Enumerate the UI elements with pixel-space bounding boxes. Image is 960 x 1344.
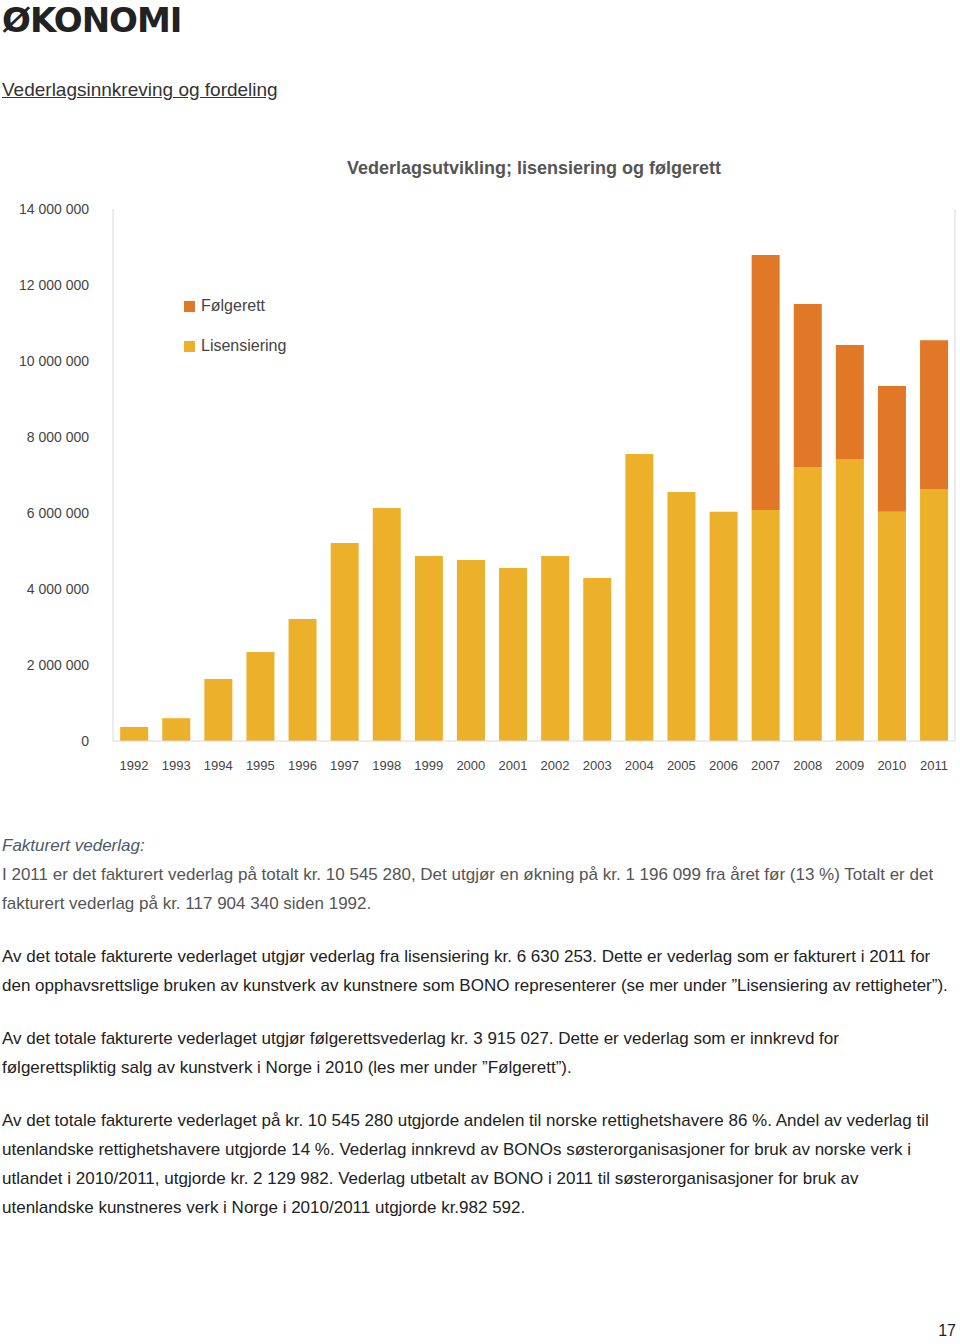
svg-text:1993: 1993 <box>162 758 191 773</box>
svg-text:1996: 1996 <box>288 758 317 773</box>
svg-text:1992: 1992 <box>120 758 149 773</box>
html-text:Lisensiering: Lisensiering <box>201 337 287 354</box>
svg-text:2002: 2002 <box>541 758 570 773</box>
html-text:Av det totale fakturerte veder: Av det totale fakturerte vederlaget på k… <box>2 1111 929 1217</box>
svg-text:2011: 2011 <box>920 758 948 773</box>
html-text:ØKONOMI: ØKONOMI <box>2 0 182 40</box>
svg-text:1997: 1997 <box>330 758 359 773</box>
svg-text:2001: 2001 <box>498 758 527 773</box>
svg-text:12 000 000: 12 000 000 <box>19 277 89 293</box>
html-text:Fakturert vederlag:: Fakturert vederlag: <box>2 836 145 855</box>
html-text:I 2011 er det fakturert vederl: I 2011 er det fakturert vederlag på tota… <box>2 865 934 913</box>
html-text:Av det totale fakturerte veder: Av det totale fakturerte vederlaget utgj… <box>2 1029 839 1077</box>
svg-text:2005: 2005 <box>667 758 696 773</box>
svg-text:1995: 1995 <box>246 758 275 773</box>
svg-text:2 000 000: 2 000 000 <box>27 657 89 673</box>
svg-text:8 000 000: 8 000 000 <box>27 429 89 445</box>
svg-text:2006: 2006 <box>709 758 738 773</box>
html-text:Følgerett: Følgerett <box>201 297 265 314</box>
svg-text:2003: 2003 <box>583 758 612 773</box>
svg-text:6 000 000: 6 000 000 <box>27 505 89 521</box>
html-text:Vederlagsinnkreving og fordeli: Vederlagsinnkreving og fordeling <box>2 79 278 100</box>
svg-text:1994: 1994 <box>204 758 233 773</box>
svg-text:2010: 2010 <box>877 758 906 773</box>
svg-text:14 000 000: 14 000 000 <box>19 201 89 217</box>
svg-text:2004: 2004 <box>625 758 654 773</box>
html-text:Av det totale fakturerte veder: Av det totale fakturerte vederlaget utgj… <box>2 947 948 995</box>
html-text:Vederlagsutvikling; lisensieri: Vederlagsutvikling; lisensiering og følg… <box>347 158 721 178</box>
svg-text:1999: 1999 <box>414 758 443 773</box>
svg-text:4 000 000: 4 000 000 <box>27 581 89 597</box>
svg-text:2009: 2009 <box>835 758 864 773</box>
svg-text:0: 0 <box>81 733 89 749</box>
html-text:17: 17 <box>938 1322 956 1339</box>
svg-text:2000: 2000 <box>456 758 485 773</box>
svg-text:2008: 2008 <box>793 758 822 773</box>
svg-text:1998: 1998 <box>372 758 401 773</box>
svg-text:10 000 000: 10 000 000 <box>19 353 89 369</box>
svg-text:2007: 2007 <box>751 758 780 773</box>
